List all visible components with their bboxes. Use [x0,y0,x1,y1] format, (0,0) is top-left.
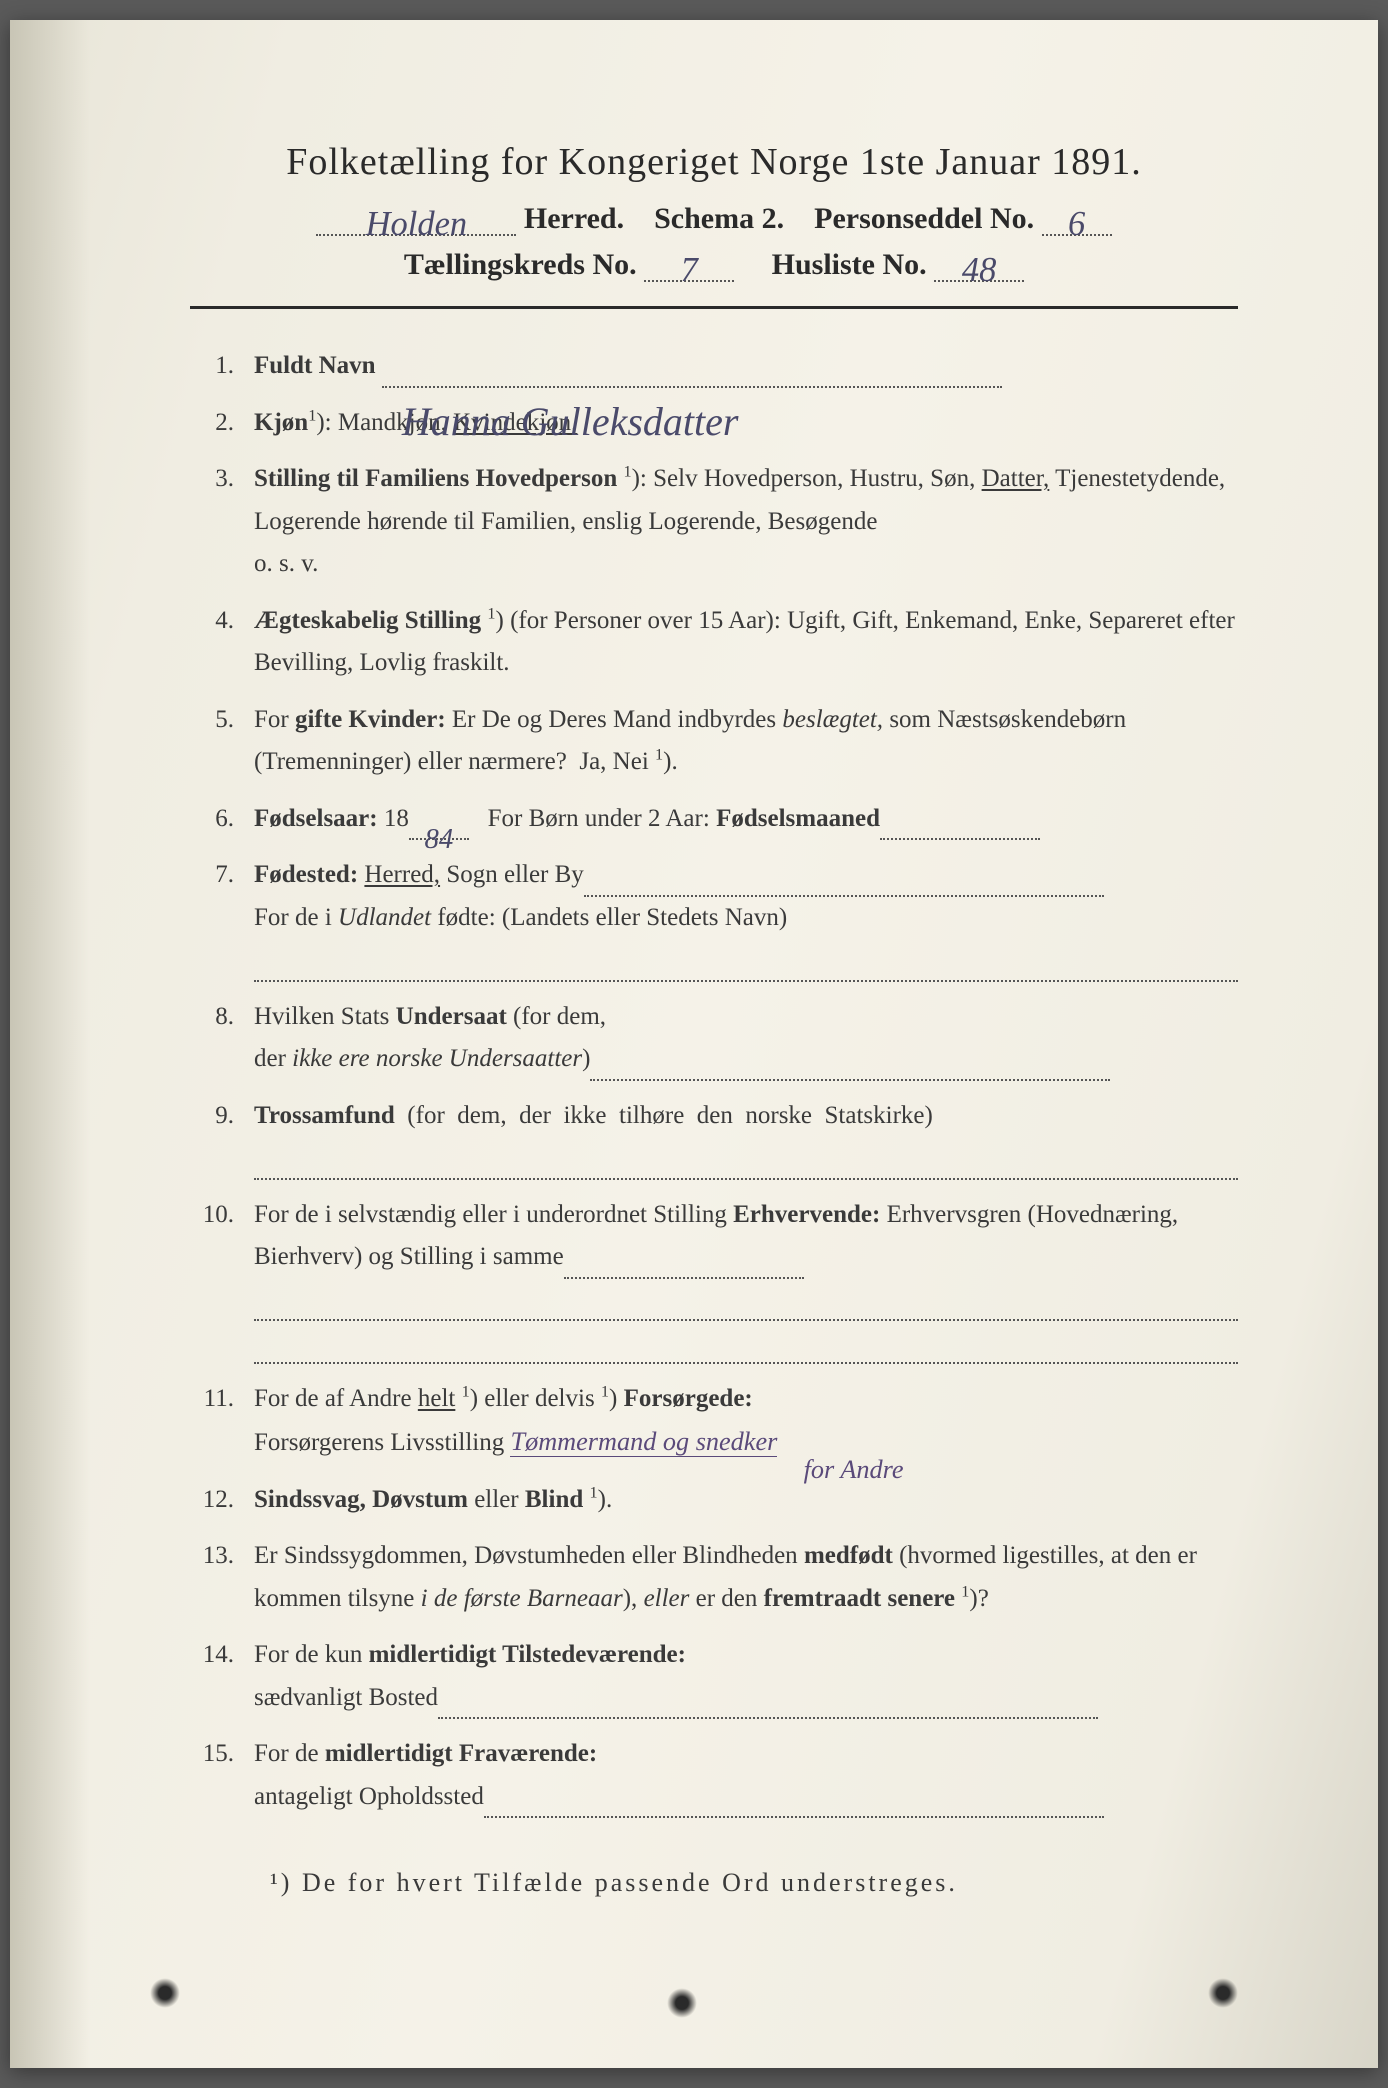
item-12: 12. Sindssvag, Døvstum eller Blind 1). [190,1479,1238,1522]
item-4: 4. Ægteskabelig Stilling 1) (for Persone… [190,600,1238,685]
personseddel-fill: 6 [1042,203,1112,236]
footnote: ¹) De for hvert Tilfælde passende Ord un… [190,1868,1238,1898]
sub-label: sædvanligt Bosted [254,1684,438,1711]
header-block: Folketælling for Kongeriget Norge 1ste J… [190,140,1238,282]
provider-label: Forsørgerens Livsstilling [254,1429,504,1456]
item-body: Sindssvag, Døvstum eller Blind 1). [254,1479,1238,1522]
item-num: 13. [190,1535,254,1620]
item-body: For de midlertidigt Fraværende: antageli… [254,1733,1238,1818]
item-body: For de i selvstændig eller i underordnet… [254,1194,1238,1364]
item-body: For de af Andre helt 1) eller delvis 1) … [254,1378,1238,1465]
herred-handwritten: Holden [316,205,516,238]
item-body: For de kun midlertidigt Tilstedeværende:… [254,1634,1238,1719]
kreds-label: Tællingskreds No. [404,248,637,281]
year-prefix: 18 [384,805,409,832]
item-13: 13. Er Sindssygdommen, Døvstumheden elle… [190,1535,1238,1620]
item-num: 4. [190,600,254,685]
kreds-no: 7 [644,251,734,284]
husliste-fill: 48 [934,249,1024,282]
main-title: Folketælling for Kongeriget Norge 1ste J… [190,140,1238,184]
birthplace-rest: Sogn eller By [440,861,584,888]
item-num: 6. [190,798,254,841]
dotted-rest [254,1296,1238,1321]
item-body: Fødested: Herred, Sogn eller By For de i… [254,854,1238,982]
herred-label: Herred. [524,202,624,235]
item-6: 6. Fødselsaar: 1884 For Børn under 2 Aar… [190,798,1238,841]
item-5: 5. For gifte Kvinder: Er De og Deres Man… [190,699,1238,784]
item-body: Hvilken Stats Undersaat (for dem, der ik… [254,996,1238,1081]
personseddel-label: Personseddel No. [814,202,1034,235]
binding-hole-icon [1208,1978,1238,2008]
stilling-selected: Datter, [982,465,1050,492]
item-1: 1. Fuldt Navn Hanna Gulleksdatter [190,345,1238,388]
item-num: 8. [190,996,254,1081]
item-3: 3. Stilling til Familiens Hovedperson 1)… [190,458,1238,586]
item-num: 12. [190,1479,254,1522]
item-body: Er Sindssygdommen, Døvstumheden eller Bl… [254,1535,1238,1620]
binding-hole-icon [150,1978,180,2008]
binding-hole-icon [667,1988,697,2018]
dotted-rest [584,872,1104,897]
schema-label: Schema 2. [654,202,784,235]
item-body: Fødselsaar: 1884 For Børn under 2 Aar: F… [254,798,1238,841]
item-num: 1. [190,345,254,388]
dotted-rest [484,1793,1104,1818]
dotted-rest [254,957,1238,982]
birthyear-label: Fødselsaar: [254,805,378,832]
full-name-handwritten: Hanna Gulleksdatter [402,388,739,392]
dotted-rest [880,815,1040,840]
items-list: 1. Fuldt Navn Hanna Gulleksdatter 2. Kjø… [190,345,1238,1818]
item-15: 15. For de midlertidigt Fraværende: anta… [190,1733,1238,1818]
item-num: 5. [190,699,254,784]
provider-annot: for Andre [804,1455,904,1484]
birthmonth-text: For Børn under 2 Aar: Fødselsmaaned [488,805,880,832]
item-num: 11. [190,1378,254,1465]
dotted-rest [590,1056,1110,1081]
year-fill: 84 [409,813,469,841]
dotted-rest [254,1155,1238,1180]
subtitle-line-1: Holden Herred. Schema 2. Personseddel No… [190,202,1238,236]
subtitle-line-2: Tællingskreds No. 7 Husliste No. 48 [190,248,1238,282]
kreds-fill: 7 [644,249,734,282]
item-num: 14. [190,1634,254,1719]
item-9: 9. Trossamfund (for dem, der ikke tilhør… [190,1095,1238,1180]
kjon-label: Kjøn [254,409,308,436]
birthplace-label: Fødested: [254,861,358,888]
husliste-label: Husliste No. [772,248,927,281]
dotted-rest [564,1254,804,1279]
item-body: For gifte Kvinder: Er De og Deres Mand i… [254,699,1238,784]
census-form-page: Folketælling for Kongeriget Norge 1ste J… [10,20,1378,2068]
husliste-no: 48 [934,251,1024,284]
item-body: Fuldt Navn Hanna Gulleksdatter [254,345,1238,388]
birthplace-selected: Herred, [364,861,440,888]
item-11: 11. For de af Andre helt 1) eller delvis… [190,1378,1238,1465]
herred-fill: Holden [316,203,516,236]
item-7: 7. Fødested: Herred, Sogn eller By For d… [190,854,1238,982]
dotted-rest [438,1694,1098,1719]
divider-rule [190,306,1238,309]
sub-label: antageligt Opholdssted [254,1783,484,1810]
item-num: 10. [190,1194,254,1364]
dotted-rest [254,1339,1238,1364]
item-body: Stilling til Familiens Hovedperson 1): S… [254,458,1238,586]
item-num: 7. [190,854,254,982]
item-body: Trossamfund (for dem, der ikke tilhøre d… [254,1095,1238,1180]
item-num: 3. [190,458,254,586]
provider-hw: Tømmermand og snedker [510,1427,777,1457]
item-num: 15. [190,1733,254,1818]
birthplace-line2: For de i Udlandet fødte: (Landets eller … [254,904,787,931]
item-num: 2. [190,402,254,445]
item-14: 14. For de kun midlertidigt Tilstedevære… [190,1634,1238,1719]
year-hw: 84 [409,815,469,843]
field-label: Fuldt Navn [254,352,376,379]
item-body: Ægteskabelig Stilling 1) (for Personer o… [254,600,1238,685]
item-num: 9. [190,1095,254,1180]
item-8: 8. Hvilken Stats Undersaat (for dem, der… [190,996,1238,1081]
name-fill: Hanna Gulleksdatter [382,386,1002,388]
item-10: 10. For de i selvstændig eller i underor… [190,1194,1238,1364]
personseddel-no: 6 [1042,205,1112,238]
